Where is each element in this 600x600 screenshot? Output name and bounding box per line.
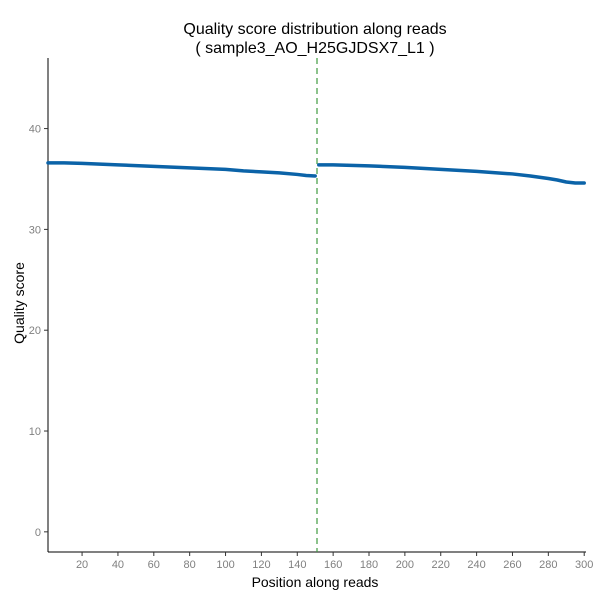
x-tick-label: 180 — [360, 559, 378, 571]
x-tick-label: 20 — [76, 559, 88, 571]
y-tick-label: 30 — [29, 224, 41, 236]
x-tick-label: 240 — [467, 559, 485, 571]
x-tick-label: 200 — [396, 559, 414, 571]
x-tick-label: 140 — [288, 559, 306, 571]
x-tick-label: 280 — [539, 559, 557, 571]
x-tick-label: 80 — [184, 559, 196, 571]
x-tick-label: 220 — [432, 559, 450, 571]
chart-title: Quality score distribution along reads — [183, 21, 446, 38]
y-tick-label: 40 — [29, 124, 41, 136]
y-axis-label: Quality score — [11, 262, 27, 344]
x-tick-label: 300 — [575, 559, 593, 571]
x-tick-label: 120 — [252, 559, 270, 571]
x-tick-label: 60 — [148, 559, 160, 571]
x-tick-label: 260 — [503, 559, 521, 571]
quality-series-line-2 — [317, 163, 586, 185]
x-tick-label: 40 — [112, 559, 124, 571]
y-tick-label: 0 — [35, 527, 41, 539]
plot-area: 20 40 60 80 100 120 140 160 180 200 220 240 260 280 30… — [29, 58, 593, 571]
chart-subtitle: ( sample3_AO_H25GJDSX7_L1 ) — [195, 40, 434, 57]
x-tick-label: 100 — [216, 559, 234, 571]
y-tick-label: 10 — [29, 426, 41, 438]
quality-series-line-1 — [46, 161, 317, 178]
y-tick-label: 20 — [29, 325, 41, 337]
x-axis-label: Position along reads — [252, 574, 379, 590]
x-tick-label: 160 — [324, 559, 342, 571]
